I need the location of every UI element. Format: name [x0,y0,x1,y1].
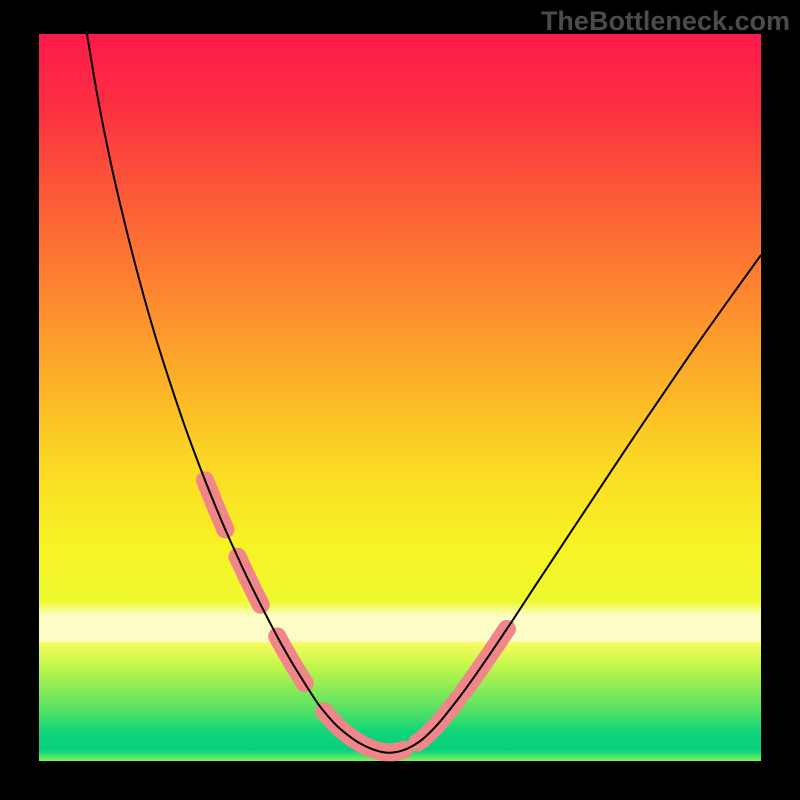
bottleneck-chart [0,0,800,800]
plot-area-gradient [39,34,761,761]
watermark-text: TheBottleneck.com [541,6,790,37]
